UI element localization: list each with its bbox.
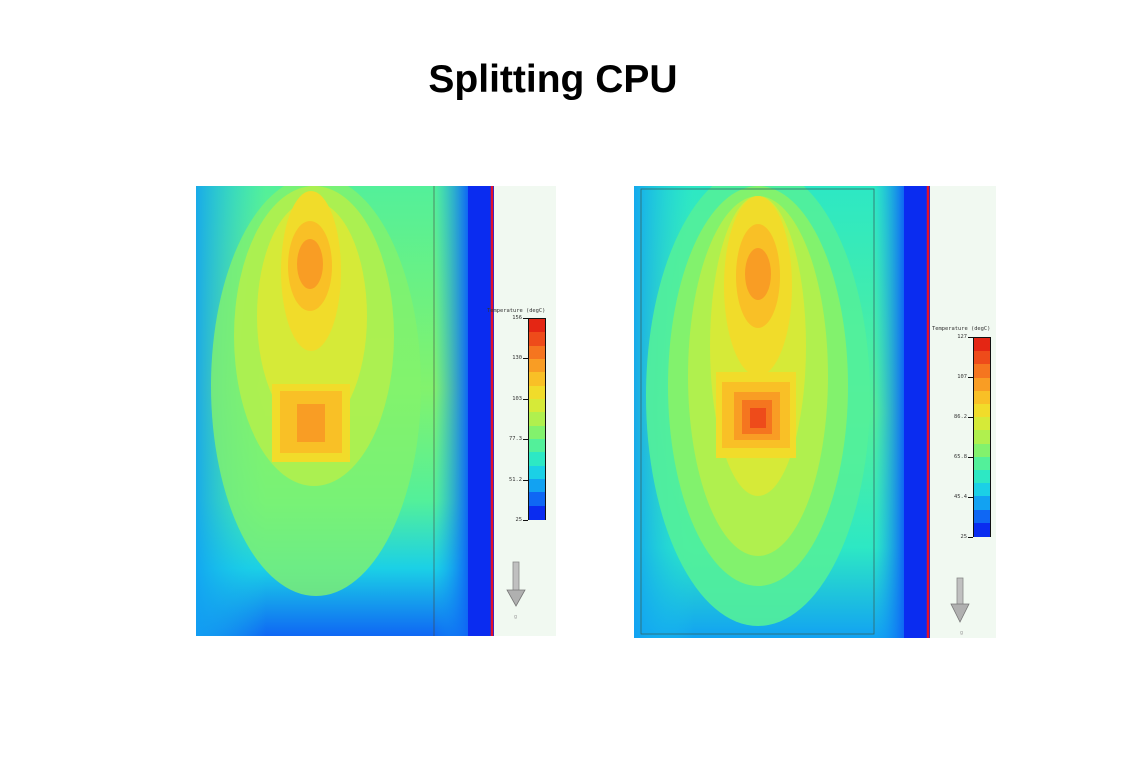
color-bar-segment — [974, 509, 990, 524]
color-bar-segment — [529, 399, 545, 414]
color-bar-tick-label: 130 — [512, 355, 522, 362]
color-bar-segment — [529, 505, 545, 520]
color-bar-segment — [974, 522, 990, 537]
color-bar-segment — [529, 359, 545, 374]
color-bar-segment — [974, 456, 990, 471]
color-bar-tick-label: 77.3 — [509, 436, 522, 443]
color-bar-segment — [529, 479, 545, 494]
contour-svg — [634, 186, 930, 638]
color-bar-tick-mark — [968, 537, 973, 538]
color-bar-tick-mark — [968, 377, 973, 378]
color-bar-tick-label: 25 — [960, 534, 968, 540]
temperature-contour-plot — [634, 186, 930, 638]
color-bar-segment — [529, 452, 545, 467]
color-bar-segment — [529, 319, 545, 334]
color-bar-segment — [974, 364, 990, 379]
color-bar-segment — [974, 496, 990, 511]
color-bar-tick-label: 107 — [957, 374, 967, 380]
legend-title: Temperature (degC) — [932, 326, 991, 332]
color-bar-segment — [974, 469, 990, 485]
color-bar-segment — [974, 351, 990, 366]
color-bar-tick-label: 45.4 — [954, 494, 967, 500]
color-bar-tick-label: 25 — [515, 517, 523, 523]
color-bar-segment — [974, 417, 990, 432]
color-bar-tick-label: 103 — [512, 395, 522, 402]
color-bar-segment — [974, 377, 990, 392]
color-bar-tick-mark — [523, 358, 528, 360]
color-bar-tick-mark — [968, 337, 973, 338]
color-bar-tick-label: 65.8 — [954, 454, 967, 460]
temperature-color-bar — [973, 337, 991, 537]
color-bar-tick-label: 127 — [957, 334, 967, 340]
color-bar-tick-label: 86.2 — [954, 414, 967, 420]
color-bar-segment — [974, 403, 990, 419]
down-arrow-icon — [506, 560, 526, 613]
color-bar-tick-mark — [968, 497, 973, 498]
color-bar-tick-mark — [523, 318, 528, 319]
color-bar-segment — [529, 425, 545, 440]
color-bar-segment — [529, 372, 545, 387]
down-arrow-icon — [950, 576, 970, 629]
slide-title: Splitting CPU — [428, 58, 678, 101]
color-bar-segment — [974, 338, 990, 353]
gravity-label: g — [960, 630, 964, 636]
color-bar-segment — [529, 412, 545, 427]
color-bar-segment — [529, 492, 545, 507]
temperature-contour-plot — [196, 186, 494, 636]
legend-title: Temperature (degC) — [487, 308, 546, 314]
color-bar-tick-mark — [968, 457, 973, 458]
color-bar-segment — [529, 345, 545, 360]
color-bar-tick-mark — [523, 439, 528, 441]
color-bar-tick-label: 51.2 — [509, 476, 522, 483]
color-bar-tick-mark — [968, 417, 973, 418]
color-bar-segment — [974, 390, 990, 405]
color-bar-tick-mark — [523, 398, 528, 400]
color-bar-segment — [974, 483, 990, 498]
color-bar-segment — [529, 439, 545, 454]
color-bar-segment — [529, 332, 545, 347]
color-bar-tick-mark — [523, 520, 528, 521]
temperature-color-bar — [528, 318, 546, 520]
color-bar-segment — [974, 430, 990, 445]
gravity-label: g — [514, 614, 518, 620]
contour-svg — [196, 186, 494, 636]
color-bar-tick-label: 156 — [512, 315, 522, 321]
color-bar-segment — [529, 465, 545, 480]
color-bar-segment — [529, 385, 545, 400]
color-bar-tick-mark — [523, 479, 528, 481]
color-bar-segment — [974, 443, 990, 458]
